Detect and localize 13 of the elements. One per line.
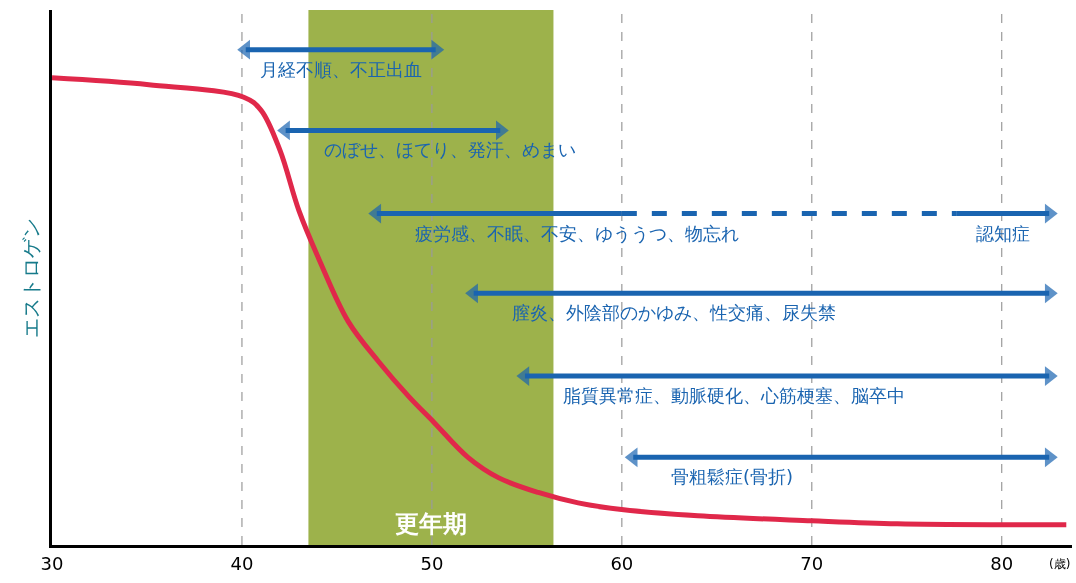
series-label: 脂質異常症、動脈硬化、心筋梗塞、脳卒中 — [563, 385, 905, 406]
band-label: 更年期 — [395, 510, 467, 538]
x-tick-label: 50 — [420, 552, 444, 574]
x-tick-label: 70 — [800, 552, 824, 574]
x-axis-title: (歳) — [1049, 557, 1071, 571]
x-tick-label: 40 — [230, 552, 254, 574]
series-label: 認知症 — [976, 223, 1030, 244]
x-tick-label: 30 — [40, 552, 64, 574]
y-axis-title: エストロゲン — [18, 217, 43, 338]
series-label: 骨粗鬆症(骨折) — [671, 466, 794, 487]
series-label: 膣炎、外陰部のかゆみ、性交痛、尿失禁 — [512, 302, 836, 323]
x-tick-label: 80 — [990, 552, 1014, 574]
x-tick-label: 60 — [610, 552, 634, 574]
